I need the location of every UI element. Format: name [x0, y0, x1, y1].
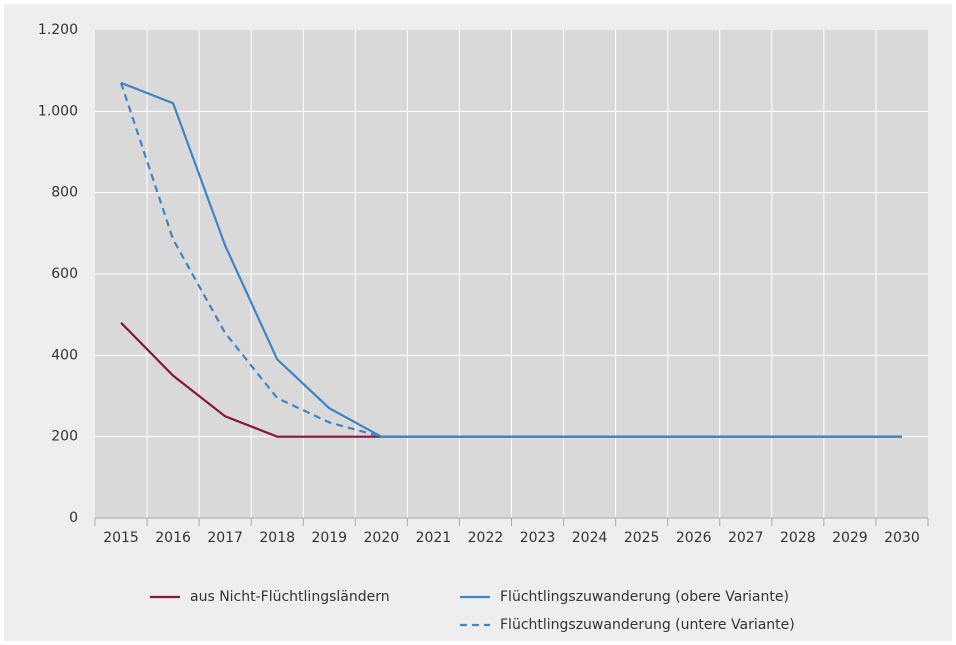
x-tick-label: 2020	[364, 530, 400, 546]
legend-label: aus Nicht-Flüchtlingsländern	[190, 589, 390, 605]
legend-label: Flüchtlingszuwanderung (obere Variante)	[500, 589, 789, 605]
x-tick-label: 2025	[624, 530, 660, 546]
x-tick-label: 2027	[728, 530, 764, 546]
x-tick-label: 2023	[520, 530, 556, 546]
y-tick-label: 200	[51, 429, 78, 445]
series-line	[120, 81, 902, 438]
y-tick-label: 1.000	[38, 103, 78, 119]
y-tick-label: 1.200	[38, 22, 78, 38]
y-tick-label: 400	[51, 347, 78, 363]
x-tick-label: 2016	[155, 530, 191, 546]
y-tick-label: 800	[51, 185, 78, 201]
y-tick-label: 600	[51, 266, 78, 282]
x-tick-label: 2026	[676, 530, 712, 546]
x-tick-label: 2028	[780, 530, 816, 546]
y-tick-label: 0	[69, 510, 78, 526]
x-tick-label: 2024	[572, 530, 608, 546]
x-tick-label: 2029	[832, 530, 868, 546]
x-tick-label: 2019	[311, 530, 347, 546]
x-tick-label: 2030	[884, 530, 920, 546]
x-tick-label: 2018	[259, 530, 295, 546]
x-tick-label: 2022	[468, 530, 504, 546]
x-tick-label: 2015	[103, 530, 139, 546]
x-tick-label: 2021	[416, 530, 452, 546]
series-line	[119, 82, 382, 438]
legend-label: Flüchtlingszuwanderung (untere Variante)	[500, 617, 795, 633]
x-tick-label: 2017	[207, 530, 243, 546]
